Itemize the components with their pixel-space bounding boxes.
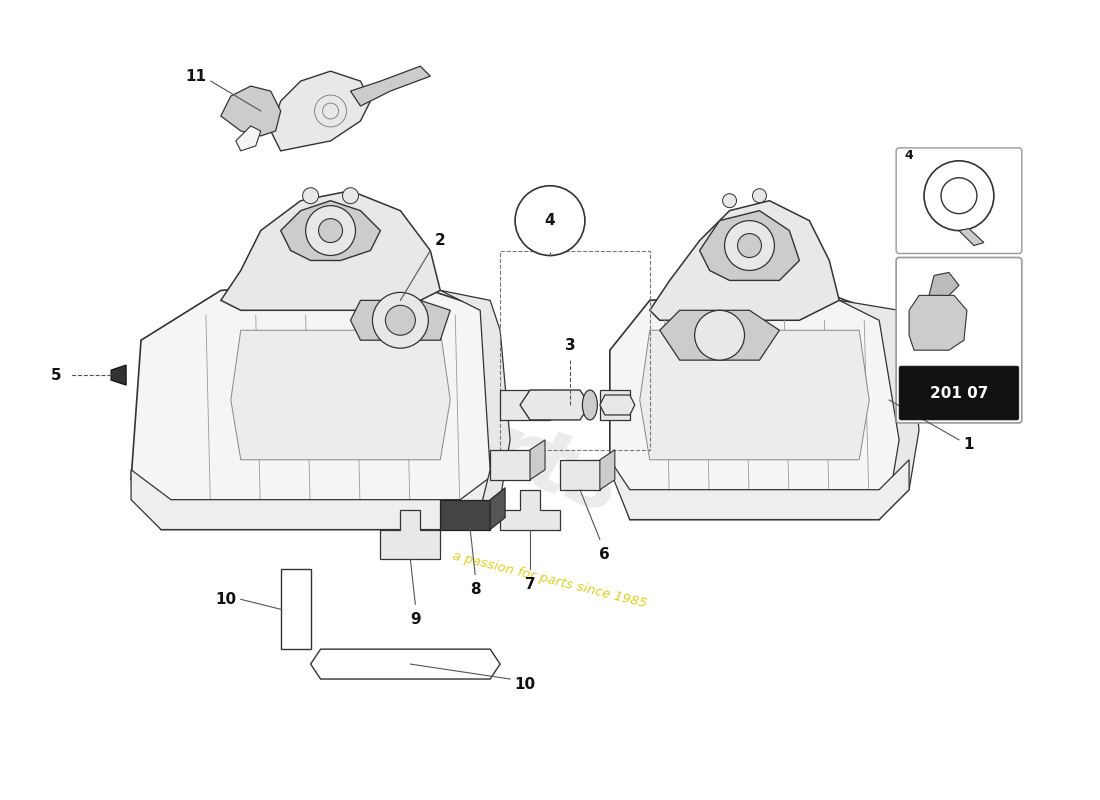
Text: 4: 4 <box>904 150 913 162</box>
Polygon shape <box>650 201 839 320</box>
Polygon shape <box>609 460 909 519</box>
Text: 5: 5 <box>51 367 62 382</box>
Polygon shape <box>660 310 780 360</box>
Polygon shape <box>231 330 450 460</box>
Polygon shape <box>440 290 510 530</box>
Polygon shape <box>131 470 500 530</box>
Circle shape <box>302 188 319 204</box>
Polygon shape <box>491 488 505 530</box>
Circle shape <box>725 221 774 270</box>
Polygon shape <box>640 330 869 460</box>
Circle shape <box>515 186 585 255</box>
Polygon shape <box>440 500 491 530</box>
Text: 4: 4 <box>544 213 556 228</box>
Text: 9: 9 <box>410 612 420 626</box>
Polygon shape <box>839 300 920 519</box>
Text: 2: 2 <box>434 233 446 248</box>
Polygon shape <box>221 190 440 310</box>
Text: 1: 1 <box>964 438 975 452</box>
Circle shape <box>940 178 977 214</box>
Text: 10: 10 <box>216 592 236 607</box>
Polygon shape <box>530 440 544 480</box>
FancyBboxPatch shape <box>896 258 1022 423</box>
Circle shape <box>694 310 745 360</box>
Polygon shape <box>600 390 630 420</box>
Circle shape <box>385 306 416 335</box>
Text: Parts: Parts <box>368 368 632 532</box>
Polygon shape <box>221 86 280 136</box>
Polygon shape <box>235 126 261 151</box>
FancyBboxPatch shape <box>896 148 1022 254</box>
Polygon shape <box>381 510 440 559</box>
Polygon shape <box>351 300 450 340</box>
Polygon shape <box>310 649 500 679</box>
Polygon shape <box>500 490 560 530</box>
Polygon shape <box>600 450 615 490</box>
Polygon shape <box>560 460 600 490</box>
Polygon shape <box>959 229 983 246</box>
Text: 7: 7 <box>525 577 536 592</box>
Text: 8: 8 <box>470 582 481 597</box>
Text: 1985: 1985 <box>793 290 965 410</box>
Text: euro: euro <box>262 303 498 457</box>
Circle shape <box>723 194 737 208</box>
Circle shape <box>306 206 355 255</box>
Circle shape <box>342 188 359 204</box>
Polygon shape <box>280 201 381 261</box>
Polygon shape <box>351 66 430 106</box>
Polygon shape <box>609 290 909 519</box>
Polygon shape <box>131 281 500 530</box>
Polygon shape <box>111 365 126 385</box>
Polygon shape <box>600 395 635 415</box>
Text: a passion for parts since 1985: a passion for parts since 1985 <box>451 549 649 610</box>
FancyBboxPatch shape <box>899 366 1019 420</box>
Polygon shape <box>491 450 530 480</box>
Polygon shape <box>280 570 310 649</box>
Ellipse shape <box>582 390 597 420</box>
Circle shape <box>737 234 761 258</box>
Text: 201 07: 201 07 <box>930 386 988 401</box>
Circle shape <box>752 189 767 202</box>
Polygon shape <box>520 390 590 420</box>
Circle shape <box>319 218 342 242</box>
Polygon shape <box>930 273 959 295</box>
Text: 11: 11 <box>186 69 207 84</box>
Text: 6: 6 <box>600 547 610 562</box>
Circle shape <box>924 161 994 230</box>
Bar <box>500 250 650 450</box>
Circle shape <box>373 292 428 348</box>
Polygon shape <box>500 390 550 420</box>
Polygon shape <box>271 71 371 151</box>
Polygon shape <box>700 210 800 281</box>
Polygon shape <box>909 295 967 350</box>
Text: 10: 10 <box>515 677 536 691</box>
Text: 3: 3 <box>564 338 575 353</box>
